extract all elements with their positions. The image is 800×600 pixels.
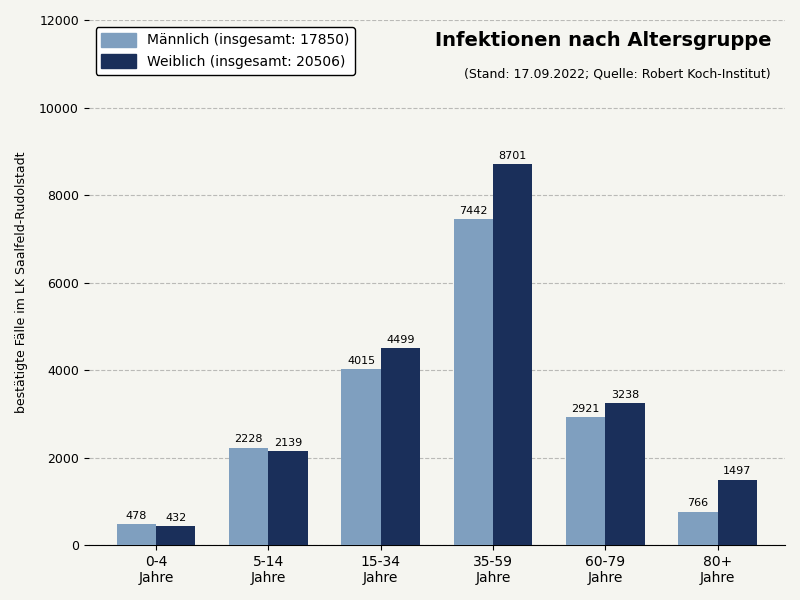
Legend: Männlich (insgesamt: 17850), Weiblich (insgesamt: 20506): Männlich (insgesamt: 17850), Weiblich (i… [96, 27, 355, 74]
Text: 2228: 2228 [234, 434, 263, 444]
Bar [454, 220, 493, 545]
Bar [268, 451, 308, 545]
Text: (Stand: 17.09.2022; Quelle: Robert Koch-Institut): (Stand: 17.09.2022; Quelle: Robert Koch-… [465, 67, 771, 80]
Text: 2921: 2921 [571, 404, 600, 414]
Text: 478: 478 [126, 511, 147, 521]
Bar [566, 417, 606, 545]
Text: 766: 766 [687, 498, 709, 508]
Bar [606, 403, 645, 545]
Bar [381, 348, 420, 545]
Text: 4015: 4015 [347, 356, 375, 366]
Text: 7442: 7442 [459, 206, 488, 216]
Text: 4499: 4499 [386, 335, 414, 345]
Bar [156, 526, 195, 545]
Bar [678, 512, 718, 545]
Text: 432: 432 [165, 512, 186, 523]
Bar [229, 448, 268, 545]
Bar [117, 524, 156, 545]
Text: 1497: 1497 [723, 466, 751, 476]
Text: 2139: 2139 [274, 438, 302, 448]
Text: 3238: 3238 [611, 390, 639, 400]
Text: 8701: 8701 [498, 151, 526, 161]
Y-axis label: bestätigte Fälle im LK Saalfeld-Rudolstadt: bestätigte Fälle im LK Saalfeld-Rudolsta… [15, 152, 28, 413]
Text: Infektionen nach Altersgruppe: Infektionen nach Altersgruppe [434, 31, 771, 50]
Bar [342, 370, 381, 545]
Bar [718, 479, 757, 545]
Bar [493, 164, 532, 545]
